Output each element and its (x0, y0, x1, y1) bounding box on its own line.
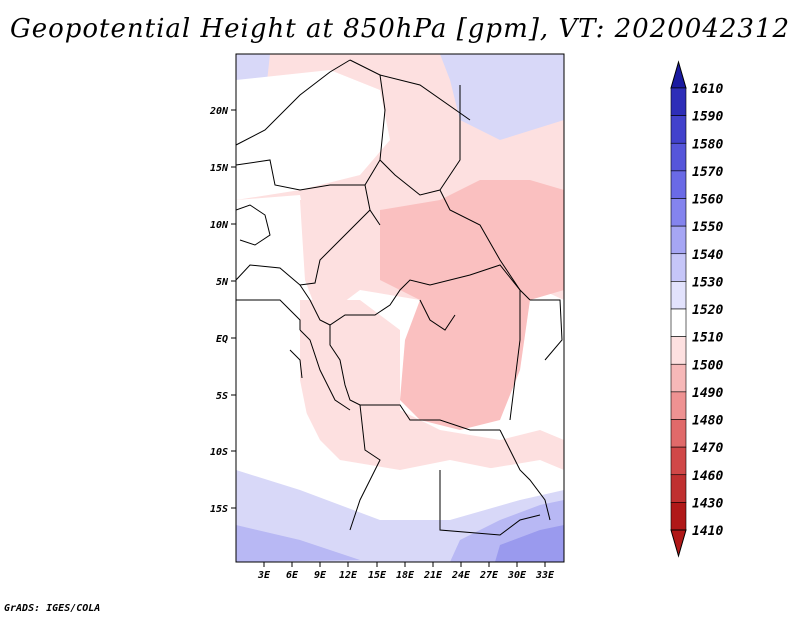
lon-label-18e: 18E (396, 570, 415, 581)
colorbar-segment (670, 308, 687, 337)
lon-label-21e: 21E (423, 570, 443, 581)
colorbar-segment (670, 419, 687, 448)
colorbar-segment (670, 225, 687, 255)
colorbar-label-1500: 1500 (692, 358, 723, 373)
lon-label-12e: 12E (339, 570, 358, 581)
colorbar-segment (670, 253, 687, 282)
lat-label-10s: 10S (210, 447, 228, 458)
colorbar-segment (670, 363, 687, 393)
lat-axis: 20N 15N 10N 5N EQ 5S 10S 15S (209, 106, 236, 515)
colorbar-label-1590: 1590 (692, 110, 723, 125)
colorbar-label-1530: 1530 (692, 275, 723, 290)
colorbar-label-1430: 1430 (692, 496, 723, 511)
lon-label-30e: 30E (507, 570, 527, 581)
colorbar: 1610 1590 1580 1570 1560 1550 1540 1530 1520 1510… (670, 60, 723, 558)
colorbar-label-1470: 1470 (692, 441, 723, 456)
colorbar-label-1610: 1610 (692, 82, 723, 97)
lon-label-15e: 15E (368, 570, 387, 581)
colorbar-segment (670, 391, 687, 420)
colorbar-label-1580: 1580 (692, 137, 723, 152)
colorbar-segment (670, 336, 687, 365)
lon-axis: 3E 6E 9E 12E 15E 18E 21E 24E 27E 30E 33E (257, 562, 555, 581)
lon-label-27e: 27E (479, 570, 499, 581)
colorbar-segment (670, 446, 687, 476)
colorbar-label-1520: 1520 (692, 303, 723, 318)
colorbar-label-1510: 1510 (692, 331, 723, 346)
country-borders (236, 59, 563, 536)
map-frame (235, 53, 565, 563)
colorbar-segment (670, 502, 687, 531)
lat-label-5s: 5S (216, 391, 228, 402)
colorbar-label-1480: 1480 (692, 414, 723, 429)
lon-label-9e: 9E (314, 570, 327, 581)
height-field (236, 54, 564, 562)
lon-label-33e: 33E (535, 570, 555, 581)
lat-label-15n: 15N (210, 163, 229, 174)
grads-credit: GrADS: IGES/COLA (4, 603, 101, 614)
lon-label-3e: 3E (257, 570, 271, 581)
colorbar-segment (670, 87, 687, 116)
colorbar-segment (670, 198, 687, 227)
lon-label-24e: 24E (451, 570, 471, 581)
colorbar-segment (670, 170, 687, 199)
colorbar-segment (670, 281, 687, 310)
lat-label-5n: 5N (216, 277, 229, 288)
colorbar-segment (670, 142, 687, 172)
lat-label-20n: 20N (209, 106, 229, 117)
lon-label-6e: 6E (286, 570, 299, 581)
colorbar-label-1550: 1550 (692, 220, 723, 235)
colorbar-label-1570: 1570 (692, 165, 723, 180)
colorbar-label-1540: 1540 (692, 248, 723, 263)
colorbar-label-1460: 1460 (692, 469, 723, 484)
lat-label-eq: EQ (216, 334, 228, 345)
colorbar-label-1410: 1410 (692, 524, 723, 539)
colorbar-top-arrow (670, 60, 687, 89)
lat-label-10n: 10N (210, 220, 229, 231)
colorbar-segment (670, 474, 687, 503)
colorbar-label-1560: 1560 (692, 193, 723, 208)
colorbar-bottom-arrow (670, 529, 687, 558)
map-title: Geopotential Height at 850hPa [gpm], VT:… (9, 14, 791, 44)
colorbar-label-1490: 1490 (692, 386, 723, 401)
colorbar-segment (670, 115, 687, 144)
lat-label-15s: 15S (210, 504, 228, 515)
